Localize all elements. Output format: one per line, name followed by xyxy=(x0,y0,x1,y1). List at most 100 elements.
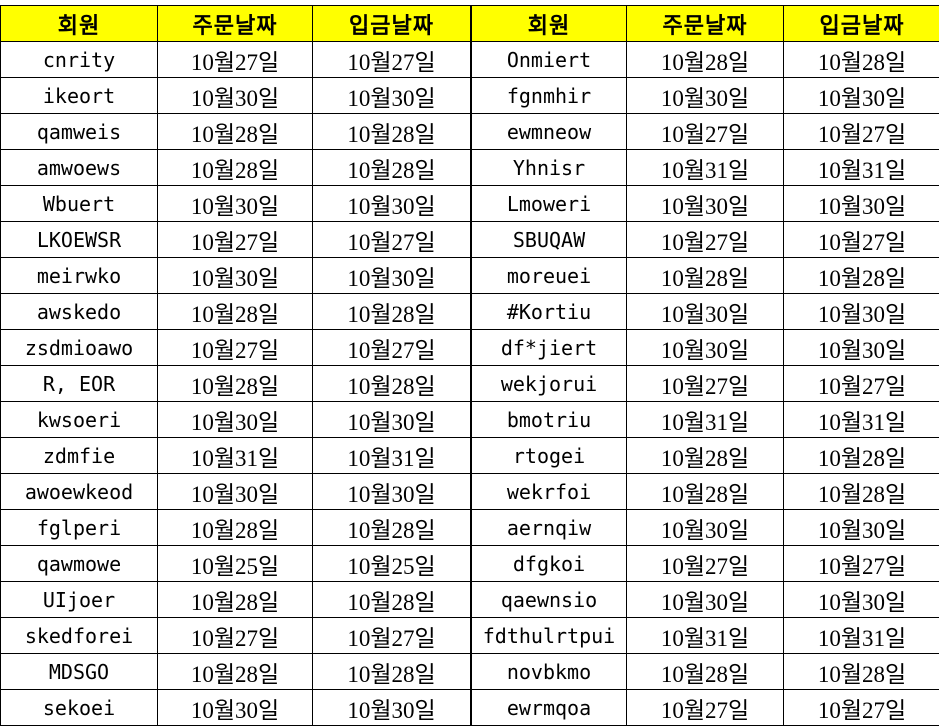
cell-member[interactable]: wekjorui xyxy=(472,366,627,402)
cell-payment-date[interactable]: 10월27일 xyxy=(784,690,939,726)
cell-payment-date[interactable]: 10월30일 xyxy=(313,402,471,438)
cell-payment-date[interactable]: 10월30일 xyxy=(784,186,939,222)
cell-payment-date[interactable]: 10월30일 xyxy=(313,78,471,114)
cell-order-date[interactable]: 10월30일 xyxy=(627,582,784,618)
cell-order-date[interactable]: 10월28일 xyxy=(158,366,313,402)
cell-payment-date[interactable]: 10월27일 xyxy=(313,222,471,258)
cell-order-date[interactable]: 10월30일 xyxy=(158,258,313,294)
cell-member[interactable]: fglperi xyxy=(1,510,158,546)
cell-order-date[interactable]: 10월31일 xyxy=(158,438,313,474)
cell-payment-date[interactable]: 10월31일 xyxy=(784,150,939,186)
cell-order-date[interactable]: 10월28일 xyxy=(627,438,784,474)
cell-order-date[interactable]: 10월27일 xyxy=(158,42,313,78)
column-header-order-date[interactable]: 주문날짜 xyxy=(158,6,313,42)
cell-order-date[interactable]: 10월28일 xyxy=(158,510,313,546)
cell-order-date[interactable]: 10월28일 xyxy=(158,654,313,690)
cell-member[interactable]: bmotriu xyxy=(472,402,627,438)
cell-member[interactable]: fgnmhir xyxy=(472,78,627,114)
cell-payment-date[interactable]: 10월27일 xyxy=(313,618,471,654)
cell-order-date[interactable]: 10월30일 xyxy=(627,186,784,222)
cell-payment-date[interactable]: 10월30일 xyxy=(784,78,939,114)
cell-member[interactable]: aernqiw xyxy=(472,510,627,546)
cell-member[interactable]: UIjoer xyxy=(1,582,158,618)
cell-member[interactable]: Lmoweri xyxy=(472,186,627,222)
cell-member[interactable]: meirwko xyxy=(1,258,158,294)
column-header-payment-date[interactable]: 입금날짜 xyxy=(784,6,939,42)
cell-member[interactable]: ewrmqoa xyxy=(472,690,627,726)
cell-order-date[interactable]: 10월31일 xyxy=(627,150,784,186)
cell-order-date[interactable]: 10월27일 xyxy=(627,546,784,582)
cell-payment-date[interactable]: 10월28일 xyxy=(313,654,471,690)
cell-order-date[interactable]: 10월30일 xyxy=(627,330,784,366)
cell-payment-date[interactable]: 10월31일 xyxy=(313,438,471,474)
cell-member[interactable]: ewmneow xyxy=(472,114,627,150)
cell-payment-date[interactable]: 10월28일 xyxy=(313,114,471,150)
cell-payment-date[interactable]: 10월27일 xyxy=(313,42,471,78)
cell-member[interactable]: kwsoeri xyxy=(1,402,158,438)
cell-member[interactable]: awoewkeod xyxy=(1,474,158,510)
cell-payment-date[interactable]: 10월30일 xyxy=(313,186,471,222)
cell-order-date[interactable]: 10월27일 xyxy=(158,330,313,366)
cell-member[interactable]: amwoews xyxy=(1,150,158,186)
cell-member[interactable]: SBUQAW xyxy=(472,222,627,258)
cell-member[interactable]: skedforei xyxy=(1,618,158,654)
cell-payment-date[interactable]: 10월28일 xyxy=(784,42,939,78)
cell-payment-date[interactable]: 10월25일 xyxy=(313,546,471,582)
cell-order-date[interactable]: 10월28일 xyxy=(627,258,784,294)
cell-payment-date[interactable]: 10월28일 xyxy=(313,294,471,330)
cell-member[interactable]: zsdmioawo xyxy=(1,330,158,366)
cell-member[interactable]: sekoei xyxy=(1,690,158,726)
cell-member[interactable]: qaewnsio xyxy=(472,582,627,618)
cell-payment-date[interactable]: 10월27일 xyxy=(784,366,939,402)
cell-order-date[interactable]: 10월27일 xyxy=(627,114,784,150)
cell-order-date[interactable]: 10월27일 xyxy=(158,222,313,258)
cell-order-date[interactable]: 10월30일 xyxy=(158,402,313,438)
cell-member[interactable]: Yhnisr xyxy=(472,150,627,186)
cell-member[interactable]: zdmfie xyxy=(1,438,158,474)
cell-payment-date[interactable]: 10월28일 xyxy=(313,510,471,546)
cell-member[interactable]: LKOEWSR xyxy=(1,222,158,258)
cell-order-date[interactable]: 10월30일 xyxy=(158,474,313,510)
cell-member[interactable]: #Kortiu xyxy=(472,294,627,330)
column-header-order-date[interactable]: 주문날짜 xyxy=(627,6,784,42)
cell-member[interactable]: rtogei xyxy=(472,438,627,474)
cell-payment-date[interactable]: 10월28일 xyxy=(784,438,939,474)
cell-payment-date[interactable]: 10월28일 xyxy=(313,582,471,618)
column-header-member[interactable]: 회원 xyxy=(472,6,627,42)
cell-order-date[interactable]: 10월28일 xyxy=(627,654,784,690)
cell-payment-date[interactable]: 10월31일 xyxy=(784,618,939,654)
cell-payment-date[interactable]: 10월31일 xyxy=(784,402,939,438)
cell-order-date[interactable]: 10월28일 xyxy=(158,582,313,618)
cell-order-date[interactable]: 10월30일 xyxy=(627,510,784,546)
cell-order-date[interactable]: 10월28일 xyxy=(158,114,313,150)
cell-member[interactable]: wekrfoi xyxy=(472,474,627,510)
cell-order-date[interactable]: 10월28일 xyxy=(627,474,784,510)
cell-payment-date[interactable]: 10월27일 xyxy=(784,222,939,258)
cell-member[interactable]: qamweis xyxy=(1,114,158,150)
cell-member[interactable]: cnrity xyxy=(1,42,158,78)
cell-order-date[interactable]: 10월30일 xyxy=(158,78,313,114)
cell-member[interactable]: Wbuert xyxy=(1,186,158,222)
cell-member[interactable]: Onmiert xyxy=(472,42,627,78)
cell-order-date[interactable]: 10월30일 xyxy=(627,78,784,114)
cell-payment-date[interactable]: 10월28일 xyxy=(313,366,471,402)
cell-order-date[interactable]: 10월31일 xyxy=(627,402,784,438)
cell-order-date[interactable]: 10월28일 xyxy=(158,150,313,186)
cell-order-date[interactable]: 10월27일 xyxy=(627,366,784,402)
cell-order-date[interactable]: 10월30일 xyxy=(158,690,313,726)
cell-member[interactable]: qawmowe xyxy=(1,546,158,582)
cell-payment-date[interactable]: 10월27일 xyxy=(784,114,939,150)
cell-payment-date[interactable]: 10월30일 xyxy=(784,294,939,330)
cell-member[interactable]: ikeort xyxy=(1,78,158,114)
cell-member[interactable]: moreuei xyxy=(472,258,627,294)
cell-member[interactable]: awskedo xyxy=(1,294,158,330)
cell-member[interactable]: dfgkoi xyxy=(472,546,627,582)
cell-payment-date[interactable]: 10월28일 xyxy=(784,474,939,510)
cell-payment-date[interactable]: 10월30일 xyxy=(313,258,471,294)
cell-payment-date[interactable]: 10월30일 xyxy=(784,330,939,366)
cell-payment-date[interactable]: 10월30일 xyxy=(784,582,939,618)
cell-order-date[interactable]: 10월28일 xyxy=(158,294,313,330)
cell-payment-date[interactable]: 10월27일 xyxy=(313,330,471,366)
cell-payment-date[interactable]: 10월30일 xyxy=(313,474,471,510)
cell-order-date[interactable]: 10월30일 xyxy=(627,294,784,330)
